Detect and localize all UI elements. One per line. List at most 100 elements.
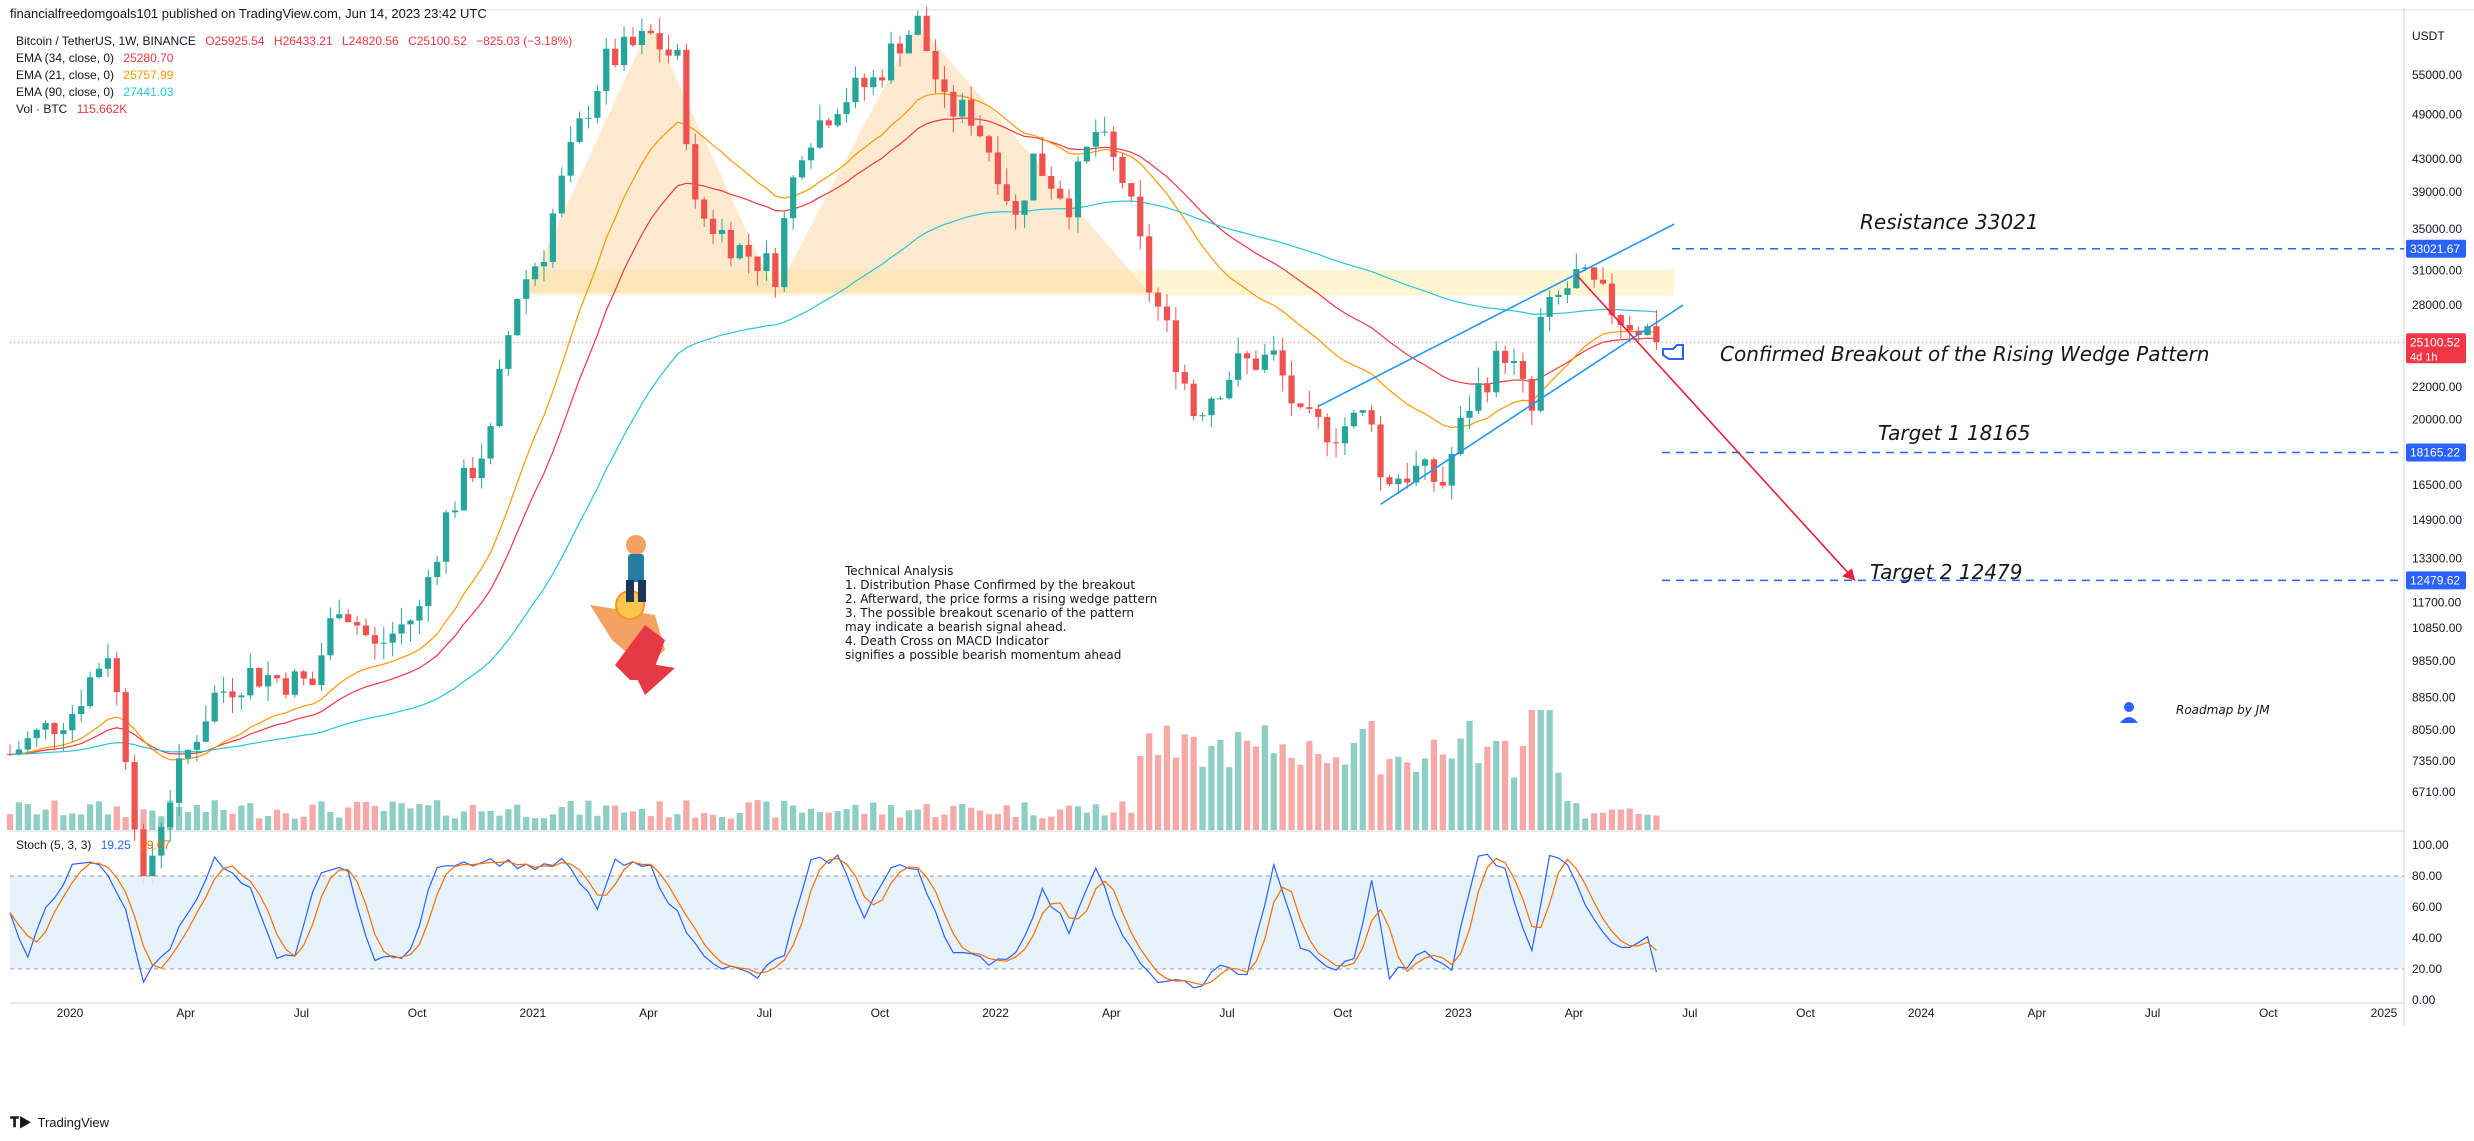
volume-bar: [1546, 710, 1553, 830]
time-tick-label: Jul: [1219, 1006, 1234, 1020]
volume-bar: [994, 814, 1001, 830]
candle-body: [896, 43, 904, 54]
volume-legend[interactable]: Vol · BTC 115.662K: [16, 102, 127, 116]
candle-body: [1475, 383, 1482, 411]
candle-body: [451, 510, 459, 513]
volume-bar: [825, 812, 832, 830]
volume-bar: [950, 805, 957, 830]
volume-bar: [78, 814, 85, 830]
stoch-legend[interactable]: Stoch (5, 3, 3) 19.25 29.67: [16, 838, 170, 852]
candle-body: [353, 622, 361, 626]
candle-body: [229, 691, 236, 698]
ema-lines: [9, 93, 1657, 761]
volume-bar: [1493, 740, 1500, 830]
price-tick-label: 49000.00: [2412, 107, 2462, 121]
volume-bar: [60, 815, 67, 830]
time-tick-label: Apr: [1102, 1006, 1121, 1020]
volume-bar: [211, 800, 218, 830]
volume-bar: [95, 801, 103, 830]
price-tick-label: 8050.00: [2412, 723, 2456, 737]
volume-bar: [451, 818, 459, 830]
candle-body: [727, 229, 734, 259]
candle-body: [1199, 415, 1206, 417]
volume-bar: [1635, 813, 1642, 830]
volume-bar: [336, 817, 343, 830]
volume-bar: [1332, 757, 1340, 830]
volume-bar: [603, 805, 610, 830]
candle-body: [1644, 326, 1651, 336]
candle-body: [994, 152, 1001, 185]
tradingview-logo-icon: 𝐓▶: [10, 1114, 32, 1130]
candle-body: [425, 577, 432, 607]
candle-body: [558, 175, 565, 214]
candle-body: [1555, 294, 1562, 297]
volume-bar: [1074, 806, 1082, 830]
volume-bar: [42, 809, 49, 830]
candle-body: [362, 625, 370, 636]
volume-bar: [1653, 815, 1660, 830]
volume-bar: [478, 811, 485, 830]
candle-body: [1154, 292, 1162, 307]
ema21-legend[interactable]: EMA (21, close, 0) 25757.99: [16, 68, 173, 82]
target2-price-badge-bg: [2406, 571, 2466, 590]
stoch-tick-label: 100.00: [2412, 838, 2449, 852]
candle-body: [887, 43, 895, 81]
candle-body: [1430, 459, 1438, 482]
tradingview-footer[interactable]: 𝐓▶ TradingView: [10, 1114, 109, 1131]
candle-body: [220, 691, 227, 693]
ema90-legend[interactable]: EMA (90, close, 0) 27441.03: [16, 85, 173, 99]
grid-lines: [10, 8, 2474, 1025]
candle-body: [514, 298, 521, 336]
candle-body: [852, 77, 859, 103]
candle-body: [434, 561, 441, 578]
price-tick-label: 20000.00: [2412, 413, 2462, 427]
candle-body: [1092, 131, 1099, 147]
volume-bar: [665, 817, 672, 830]
volume-bar: [1154, 754, 1162, 830]
target2-price-badge-value: 12479.62: [2410, 573, 2460, 587]
time-tick-label: Apr: [176, 1006, 195, 1020]
candle-body: [247, 667, 254, 696]
time-tick-label: 2020: [57, 1006, 84, 1020]
candle-body: [941, 79, 948, 92]
volume-bar: [149, 810, 156, 830]
volume-bar: [1324, 762, 1331, 830]
candle-body: [629, 36, 637, 46]
stoch-tick-label: 40.00: [2412, 931, 2442, 945]
volume-bar: [1608, 809, 1616, 830]
candle-body: [149, 855, 156, 877]
price-tick-label: 16500.00: [2412, 478, 2462, 492]
candle-body: [1163, 306, 1171, 321]
analysis-line: signifies a possible bearish momentum ah…: [845, 648, 1121, 662]
volume-bar: [1288, 757, 1295, 830]
analysis-line: may indicate a bearish signal ahead.: [845, 620, 1067, 634]
candle-body: [950, 91, 957, 117]
volume-bar: [104, 814, 112, 830]
volume-bar: [656, 801, 663, 830]
candle-body: [603, 48, 610, 92]
volume-bar: [870, 802, 877, 830]
candle-body: [1048, 175, 1055, 189]
candle-body: [1386, 477, 1393, 485]
volume-bar: [1181, 734, 1188, 830]
candle-body: [540, 261, 548, 267]
volume-bar: [256, 818, 263, 830]
volume-bar: [1057, 809, 1064, 830]
candle-body: [211, 692, 218, 722]
volume-bar: [220, 809, 227, 830]
volume-bar: [1048, 816, 1055, 830]
price-tick-label: 28000.00: [2412, 298, 2462, 312]
volume-bar: [1163, 725, 1171, 830]
candle-body: [825, 120, 832, 126]
time-tick-label: 2021: [519, 1006, 546, 1020]
volume-bar: [1368, 720, 1375, 830]
ema34-legend[interactable]: EMA (34, close, 0) 25280.70: [16, 51, 173, 65]
volume-bar: [175, 806, 183, 830]
volume-bar: [1306, 740, 1313, 830]
candle-body: [51, 723, 58, 735]
candle-body: [407, 620, 414, 625]
candle-body: [1413, 465, 1420, 483]
analysis-line: 1. Distribution Phase Confirmed by the b…: [845, 578, 1135, 592]
candle-body: [1315, 408, 1322, 417]
